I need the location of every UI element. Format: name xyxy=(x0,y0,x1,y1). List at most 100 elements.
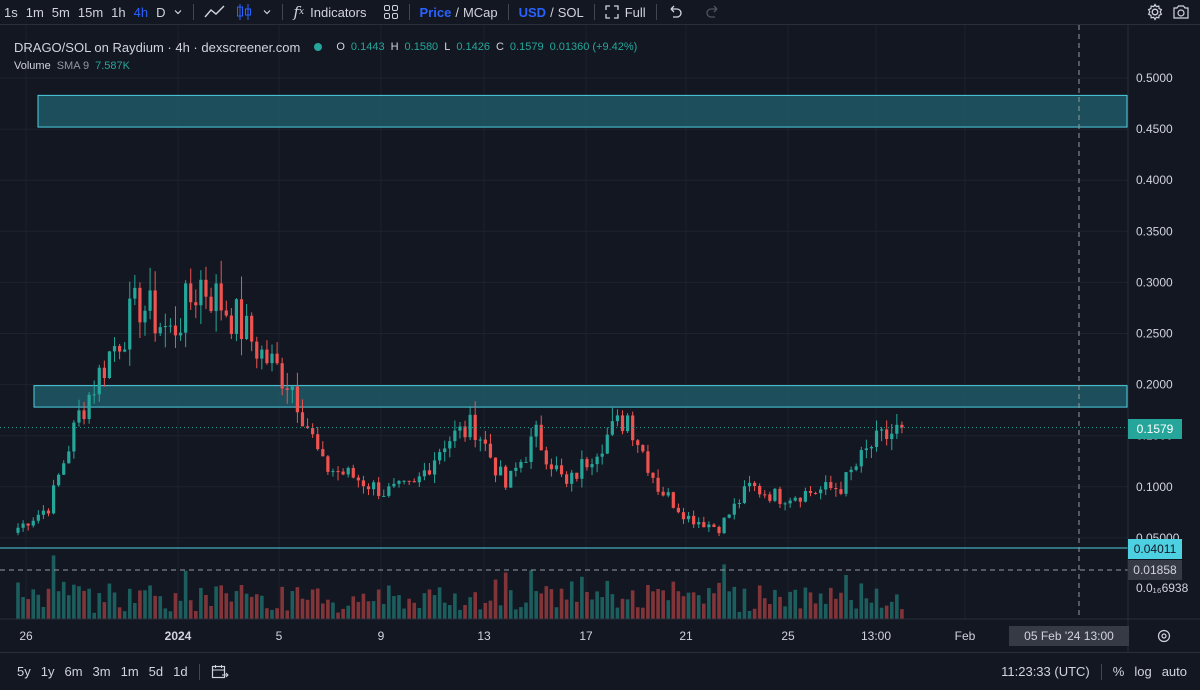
candle-body xyxy=(620,415,625,432)
volume-bar xyxy=(691,592,696,619)
price-option[interactable]: Price xyxy=(419,4,452,20)
range-1m[interactable]: 1m xyxy=(120,664,139,679)
mcap-option[interactable]: MCap xyxy=(462,4,498,20)
candle-body xyxy=(559,465,564,475)
price-zone[interactable] xyxy=(33,385,1128,408)
volume-bar xyxy=(473,592,477,619)
candle-body xyxy=(448,441,452,449)
price-chart[interactable]: 0.5000 0.4500 0.4000 0.3500 0.3000 0.2500 0.20… xyxy=(0,25,1200,652)
interval-4h[interactable]: 4h xyxy=(133,4,149,20)
candle-body xyxy=(158,327,162,334)
chevron-down-icon[interactable] xyxy=(258,0,276,24)
interval-1s[interactable]: 1s xyxy=(4,4,18,20)
volume-bar xyxy=(783,606,787,619)
volume-bar xyxy=(254,594,259,619)
redo-icon[interactable] xyxy=(701,0,725,24)
candle-body xyxy=(519,461,523,468)
line-chart-icon[interactable] xyxy=(200,0,230,24)
price-mcap-toggle[interactable]: Price / MCap xyxy=(416,0,502,24)
date-range-icon[interactable] xyxy=(206,664,234,680)
divider xyxy=(507,4,509,20)
utc-clock[interactable]: 11:23:33 (UTC) xyxy=(1001,664,1090,679)
candle-body xyxy=(478,439,482,441)
candle-body xyxy=(397,480,401,484)
x-tick-label: 5 xyxy=(276,629,283,643)
currency-toggle[interactable]: USD / SOL xyxy=(515,0,588,24)
volume-bar xyxy=(21,597,25,619)
candle-body xyxy=(900,424,904,428)
range-1y[interactable]: 1y xyxy=(40,664,55,679)
candle-body xyxy=(407,480,411,482)
volume-bar xyxy=(549,589,554,619)
volume-bar xyxy=(427,589,432,619)
range-5d[interactable]: 5d xyxy=(148,664,164,679)
volume-bar xyxy=(889,601,894,619)
candle-body xyxy=(392,483,396,487)
volume-bar xyxy=(834,598,838,619)
open-value: 0.1443 xyxy=(350,41,385,53)
volume-bar xyxy=(194,611,198,619)
interval-15m[interactable]: 15m xyxy=(77,4,104,20)
divider xyxy=(655,4,657,20)
interval-1m[interactable]: 1m xyxy=(25,4,44,20)
candle-body xyxy=(123,349,127,352)
sol-option[interactable]: SOL xyxy=(557,4,584,20)
candle-body xyxy=(107,351,112,379)
candle-body xyxy=(245,315,249,340)
candle-body xyxy=(316,434,320,450)
fullscreen-button[interactable]: Full xyxy=(601,0,650,24)
volume-bar xyxy=(580,576,584,619)
volume-bar xyxy=(224,593,229,619)
camera-icon[interactable] xyxy=(1168,0,1194,24)
close-value: 0.1579 xyxy=(509,41,544,53)
zones xyxy=(33,94,1128,408)
candle-body xyxy=(778,488,782,504)
percent-toggle[interactable]: % xyxy=(1112,664,1125,679)
candle-body xyxy=(21,523,25,528)
interval-1h[interactable]: 1h xyxy=(111,4,126,20)
log-toggle[interactable]: log xyxy=(1134,664,1152,679)
range-6m[interactable]: 6m xyxy=(64,664,83,679)
y-tick-label: 0.4000 xyxy=(1136,173,1173,187)
candle-body xyxy=(321,449,325,457)
volume-sma-label: SMA 9 xyxy=(56,60,90,72)
volume-bar xyxy=(280,586,284,619)
templates-grid-icon[interactable] xyxy=(379,0,403,24)
candle-body xyxy=(432,460,437,475)
auto-toggle[interactable]: auto xyxy=(1161,664,1187,679)
volume-bar xyxy=(305,599,310,619)
y-tick-label: 0.4500 xyxy=(1136,122,1173,136)
volume-bar xyxy=(539,593,544,619)
undo-icon[interactable] xyxy=(663,0,687,24)
volume-bar xyxy=(681,596,686,619)
candle-body xyxy=(615,415,620,422)
candle-body xyxy=(783,503,787,505)
candle-body xyxy=(250,315,254,342)
price-zone[interactable] xyxy=(37,94,1128,128)
range-3m[interactable]: 3m xyxy=(92,664,111,679)
candle-body xyxy=(168,325,172,327)
interval-d[interactable]: D xyxy=(156,4,166,20)
volume-bar xyxy=(488,600,493,619)
candle-body xyxy=(488,443,493,458)
volume-bar xyxy=(895,594,899,619)
candle-body xyxy=(417,476,421,483)
range-1d[interactable]: 1d xyxy=(173,664,188,679)
candle-body xyxy=(641,445,645,452)
range-5y[interactable]: 5y xyxy=(17,664,31,679)
time-axis-settings-icon[interactable] xyxy=(1157,629,1171,646)
volume-bar xyxy=(163,608,168,619)
usd-option[interactable]: USD xyxy=(518,4,547,20)
interval-5m[interactable]: 5m xyxy=(51,4,70,20)
candles-icon[interactable] xyxy=(230,0,258,24)
candle-body xyxy=(26,523,30,526)
candles xyxy=(16,260,904,537)
candle-body xyxy=(87,394,91,420)
candle-body xyxy=(773,488,777,501)
volume-bar xyxy=(61,581,66,619)
volume-bar xyxy=(148,585,152,619)
gear-icon[interactable] xyxy=(1142,0,1168,24)
chevron-down-icon[interactable] xyxy=(169,0,187,24)
